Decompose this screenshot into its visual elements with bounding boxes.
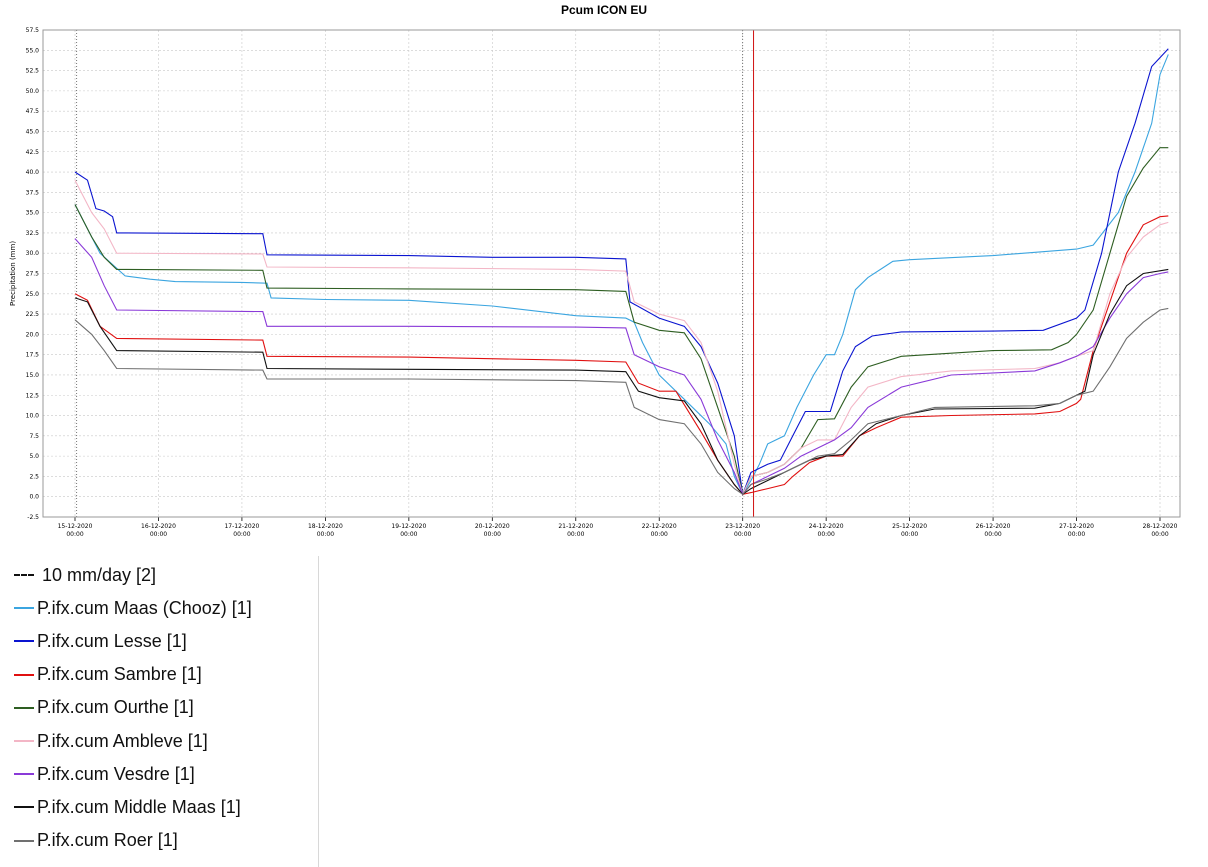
y-tick-label: 7.5 <box>29 433 39 440</box>
y-tick-label: 57.5 <box>26 27 40 34</box>
legend-item: P.ifx.cum Sambre [1] <box>14 660 202 690</box>
legend-item: P.ifx.cum Vesdre [1] <box>14 759 195 789</box>
y-tick-label: 15.0 <box>26 372 40 379</box>
x-tick-date: 20-12-2020 <box>475 523 510 530</box>
x-tick-time: 00:00 <box>317 531 334 538</box>
x-tick-date: 25-12-2020 <box>892 523 927 530</box>
y-tick-label: 25.0 <box>26 291 40 298</box>
chart: Pcum ICON EU -2.5 0.0 2.5 5.0 7.5 10.0 12.5 15.… <box>9 3 1181 538</box>
legend-swatch <box>14 673 34 676</box>
y-tick-label: 50.0 <box>26 88 40 95</box>
legend: 10 mm/day [2] P.ifx.cum Maas (Chooz) [1] P… <box>0 556 319 867</box>
grid <box>43 29 1180 518</box>
x-tick-time: 00:00 <box>1068 531 1085 538</box>
x-tick-date: 18-12-2020 <box>308 523 343 530</box>
x-tick-date: 19-12-2020 <box>391 523 426 530</box>
legend-label: P.ifx.cum Maas (Chooz) [1] <box>37 597 252 618</box>
x-tick-date: 24-12-2020 <box>809 523 844 530</box>
x-tick-date: 26-12-2020 <box>976 523 1011 530</box>
x-tick-time: 00:00 <box>901 531 918 538</box>
y-tick-label: 52.5 <box>26 68 40 75</box>
x-tick-date: 21-12-2020 <box>558 523 593 530</box>
legend-swatch <box>14 773 34 776</box>
y-tick-label: 47.5 <box>26 108 40 115</box>
legend-swatch <box>14 706 34 709</box>
x-tick-time: 00:00 <box>818 531 835 538</box>
x-tick-time: 00:00 <box>233 531 250 538</box>
legend-label: P.ifx.cum Vesdre [1] <box>37 763 195 784</box>
y-tick-label: 40.0 <box>26 169 40 176</box>
x-tick-date: 28-12-2020 <box>1143 523 1178 530</box>
legend-label: P.ifx.cum Ambleve [1] <box>37 730 208 751</box>
y-tick-label: 5.0 <box>29 453 39 460</box>
y-tick-label: 42.5 <box>26 149 40 156</box>
legend-label: P.ifx.cum Ourthe [1] <box>37 697 194 718</box>
legend-item: P.ifx.cum Lesse [1] <box>14 626 187 656</box>
y-tick-label: 37.5 <box>26 189 40 196</box>
x-tick-date: 23-12-2020 <box>725 523 760 530</box>
legend-item: P.ifx.cum Ambleve [1] <box>14 726 208 756</box>
y-tick-label: 20.0 <box>26 331 40 338</box>
x-tick-date: 27-12-2020 <box>1059 523 1094 530</box>
x-tick-time: 00:00 <box>150 531 167 538</box>
y-tick-label: 35.0 <box>26 210 40 217</box>
y-tick-label: 45.0 <box>26 128 40 135</box>
legend-swatch <box>14 607 34 610</box>
x-tick-date: 16-12-2020 <box>141 523 176 530</box>
legend-label: 10 mm/day [2] <box>42 564 157 585</box>
x-tick-time: 00:00 <box>484 531 501 538</box>
x-tick-time: 00:00 <box>651 531 668 538</box>
y-tick-label: 10.0 <box>26 413 40 420</box>
series-line-3 <box>74 147 1169 497</box>
legend-item: P.ifx.cum Roer [1] <box>14 826 178 856</box>
legend-swatch <box>14 640 34 643</box>
legend-item: P.ifx.cum Ourthe [1] <box>14 693 194 723</box>
x-tick-time: 00:00 <box>66 531 83 538</box>
y-axis-ticks: -2.5 0.0 2.5 5.0 7.5 10.0 12.5 15.0 17.5 20.0 22.5… <box>26 27 40 521</box>
legend-swatch <box>14 806 34 809</box>
plot-frame <box>42 29 1181 518</box>
x-tick-date: 17-12-2020 <box>224 523 259 530</box>
series-line-4 <box>74 179 1169 496</box>
legend-item: 10 mm/day [2] <box>14 560 156 590</box>
y-tick-label: 12.5 <box>26 392 40 399</box>
series-line-1 <box>74 48 1169 495</box>
legend-label: P.ifx.cum Sambre [1] <box>37 664 202 685</box>
y-tick-label: 30.0 <box>26 250 40 257</box>
legend-item: P.ifx.cum Maas (Chooz) [1] <box>14 593 252 623</box>
y-tick-label: 55.0 <box>26 47 40 54</box>
legend-swatch <box>14 740 34 742</box>
legend-swatch <box>14 839 34 842</box>
y-axis-label: Precipitation (mm) <box>9 241 17 306</box>
x-axis-ticks: 15-12-202000:0016-12-202000:0017-12-2020… <box>58 517 1178 538</box>
legend-label: P.ifx.cum Lesse [1] <box>37 630 187 651</box>
y-tick-label: -2.5 <box>27 514 39 521</box>
y-tick-label: 17.5 <box>26 352 40 359</box>
y-tick-label: 32.5 <box>26 230 40 237</box>
legend-label: P.ifx.cum Middle Maas [1] <box>37 796 241 817</box>
x-tick-time: 00:00 <box>734 531 751 538</box>
legend-swatch <box>14 574 34 576</box>
series-line-2 <box>74 215 1169 495</box>
legend-label: P.ifx.cum Roer [1] <box>37 830 178 851</box>
x-tick-time: 00:00 <box>567 531 584 538</box>
x-tick-date: 15-12-2020 <box>58 523 93 530</box>
y-tick-label: 22.5 <box>26 311 40 318</box>
series-line-5 <box>74 238 1169 496</box>
series-lines <box>74 48 1169 497</box>
chart-title: Pcum ICON EU <box>561 3 647 17</box>
y-tick-label: 27.5 <box>26 271 40 278</box>
y-tick-label: 2.5 <box>29 473 39 480</box>
legend-item: P.ifx.cum Middle Maas [1] <box>14 792 241 822</box>
x-tick-date: 22-12-2020 <box>642 523 677 530</box>
series-line-0 <box>74 54 1169 496</box>
series-line-7 <box>74 307 1169 496</box>
x-tick-time: 00:00 <box>1151 531 1168 538</box>
x-tick-time: 00:00 <box>984 531 1001 538</box>
x-tick-time: 00:00 <box>400 531 417 538</box>
y-tick-label: 0.0 <box>29 494 39 501</box>
